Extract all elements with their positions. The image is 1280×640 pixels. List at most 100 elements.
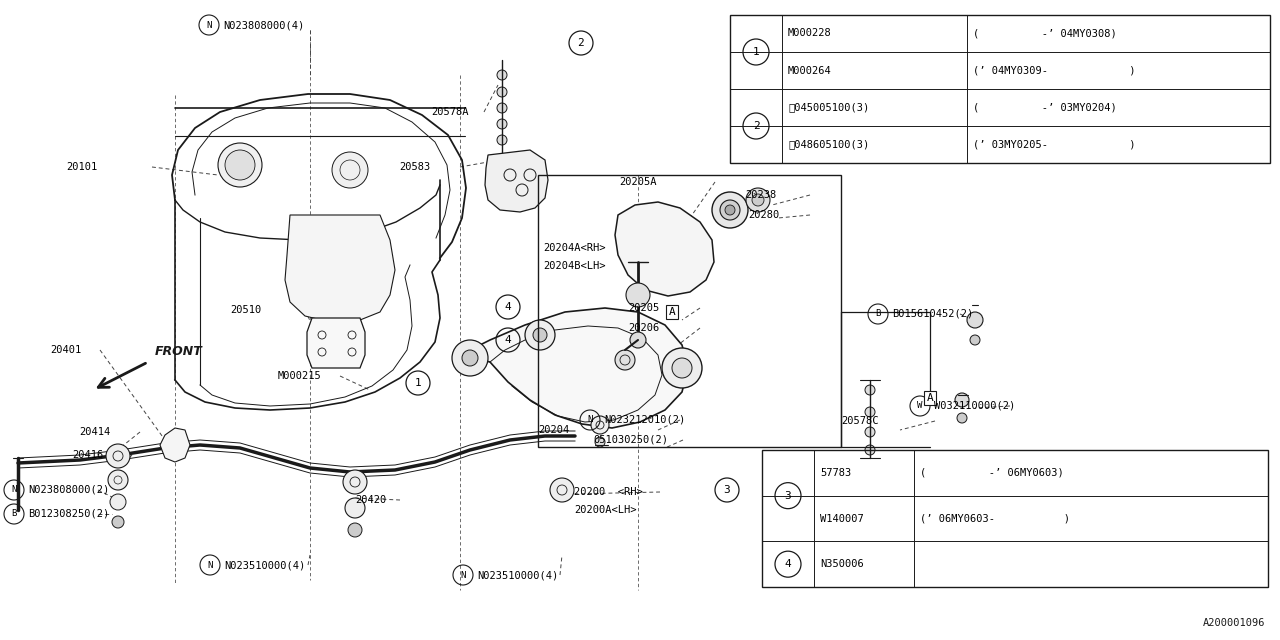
Circle shape [719, 200, 740, 220]
Text: W032110000(2): W032110000(2) [934, 401, 1015, 411]
Text: 20416: 20416 [72, 450, 104, 460]
Polygon shape [160, 428, 189, 462]
Text: 20578C: 20578C [841, 416, 878, 426]
Text: FRONT: FRONT [155, 345, 202, 358]
Circle shape [497, 135, 507, 145]
Circle shape [343, 470, 367, 494]
Text: 1: 1 [753, 47, 759, 57]
Circle shape [865, 445, 876, 455]
Polygon shape [614, 202, 714, 296]
Text: 20414: 20414 [79, 427, 110, 437]
Text: 4: 4 [785, 559, 791, 569]
Text: N023212010(2): N023212010(2) [604, 415, 685, 425]
Text: N: N [588, 415, 593, 424]
Circle shape [110, 494, 125, 510]
Text: W: W [918, 401, 923, 410]
Text: B: B [876, 310, 881, 319]
Circle shape [332, 152, 369, 188]
Polygon shape [307, 318, 365, 368]
Text: Ⓢ045005100(3): Ⓢ045005100(3) [788, 102, 869, 113]
Circle shape [452, 340, 488, 376]
Circle shape [497, 119, 507, 129]
Circle shape [957, 413, 966, 423]
Text: N023510000(4): N023510000(4) [477, 570, 558, 580]
Circle shape [865, 427, 876, 437]
Text: 20206: 20206 [628, 323, 659, 333]
Circle shape [672, 358, 692, 378]
Text: N023808000(4): N023808000(4) [223, 20, 305, 30]
Text: A: A [668, 307, 676, 317]
Circle shape [966, 312, 983, 328]
Circle shape [614, 350, 635, 370]
Text: B015610452(2): B015610452(2) [892, 309, 973, 319]
Text: 20200A<LH>: 20200A<LH> [573, 505, 636, 515]
Circle shape [865, 385, 876, 395]
Text: 20510: 20510 [230, 305, 261, 315]
Circle shape [462, 350, 477, 366]
Text: 20401: 20401 [50, 345, 81, 355]
Text: 20238: 20238 [745, 190, 776, 200]
Text: 1: 1 [415, 378, 421, 388]
Text: 20583: 20583 [399, 162, 430, 172]
Circle shape [955, 393, 969, 407]
Text: N023510000(4): N023510000(4) [224, 560, 305, 570]
Circle shape [753, 194, 764, 206]
Text: 20205: 20205 [628, 303, 659, 313]
Text: Ⓢ048605100(3): Ⓢ048605100(3) [788, 140, 869, 150]
Text: 3: 3 [723, 485, 731, 495]
Text: 20204A<RH>: 20204A<RH> [543, 243, 605, 253]
Circle shape [106, 444, 131, 468]
Circle shape [591, 416, 609, 434]
Text: 20204: 20204 [538, 425, 570, 435]
Circle shape [108, 470, 128, 490]
Text: (’ 04MY0309-             ): (’ 04MY0309- ) [973, 65, 1135, 76]
Text: 20204B<LH>: 20204B<LH> [543, 261, 605, 271]
Text: M000215: M000215 [278, 371, 321, 381]
Circle shape [626, 283, 650, 307]
Circle shape [225, 150, 255, 180]
Text: 20101: 20101 [67, 162, 97, 172]
Text: A: A [927, 393, 933, 403]
Polygon shape [460, 308, 689, 428]
Circle shape [348, 523, 362, 537]
Text: 20200  <RH>: 20200 <RH> [573, 487, 643, 497]
Text: B: B [12, 509, 17, 518]
Text: 20280: 20280 [748, 210, 780, 220]
Text: W140007: W140007 [820, 513, 864, 524]
Circle shape [218, 143, 262, 187]
Circle shape [865, 407, 876, 417]
Text: N023808000(2): N023808000(2) [28, 485, 109, 495]
Circle shape [712, 192, 748, 228]
Text: 3: 3 [785, 491, 791, 500]
Circle shape [595, 437, 605, 447]
Circle shape [746, 188, 771, 212]
Text: 20420: 20420 [355, 495, 387, 505]
Text: N: N [207, 561, 212, 570]
Text: (          -’ 03MY0204): ( -’ 03MY0204) [973, 102, 1116, 113]
Text: M000228: M000228 [788, 29, 832, 38]
Text: N: N [12, 486, 17, 495]
Text: M000264: M000264 [788, 65, 832, 76]
Text: (          -’ 04MY0308): ( -’ 04MY0308) [973, 29, 1116, 38]
Text: 2: 2 [753, 121, 759, 131]
Text: A200001096: A200001096 [1202, 618, 1265, 628]
Circle shape [497, 87, 507, 97]
Text: (          -’ 06MY0603): ( -’ 06MY0603) [920, 468, 1064, 478]
Circle shape [113, 516, 124, 528]
Text: 4: 4 [504, 302, 512, 312]
Circle shape [550, 478, 573, 502]
Text: 051030250(2): 051030250(2) [593, 435, 668, 445]
Circle shape [630, 332, 646, 348]
Text: N: N [206, 20, 211, 29]
Text: 20205A: 20205A [620, 177, 657, 187]
Text: (’ 03MY0205-             ): (’ 03MY0205- ) [973, 140, 1135, 150]
Text: N350006: N350006 [820, 559, 864, 569]
Text: N: N [461, 570, 466, 579]
Text: B012308250(2): B012308250(2) [28, 509, 109, 519]
Text: 57783: 57783 [820, 468, 851, 478]
Circle shape [497, 70, 507, 80]
Polygon shape [485, 150, 548, 212]
Circle shape [970, 335, 980, 345]
Text: 2: 2 [577, 38, 585, 48]
Text: (’ 06MY0603-           ): (’ 06MY0603- ) [920, 513, 1070, 524]
